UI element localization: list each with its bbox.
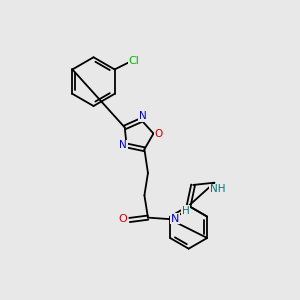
Text: N: N <box>139 112 147 122</box>
Text: N: N <box>119 140 127 151</box>
Text: H: H <box>182 206 190 216</box>
Text: O: O <box>118 214 127 224</box>
Text: O: O <box>155 128 163 139</box>
Text: NH: NH <box>210 184 225 194</box>
Text: N: N <box>171 214 179 224</box>
Text: Cl: Cl <box>128 56 140 65</box>
